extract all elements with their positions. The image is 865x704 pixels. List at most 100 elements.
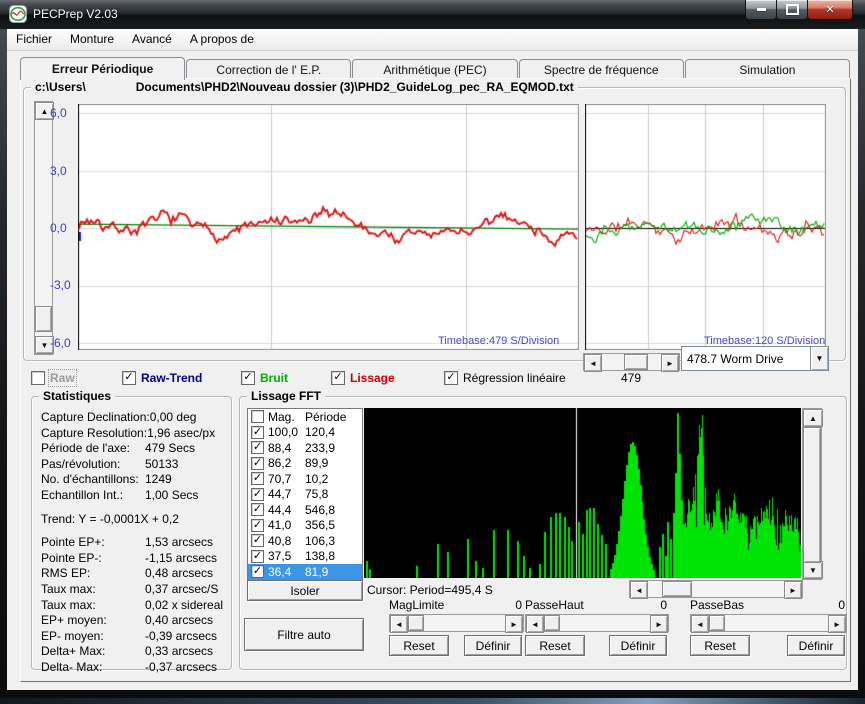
stats-label: Pas/révolution: bbox=[41, 456, 121, 471]
tab-simulation[interactable]: Simulation bbox=[684, 59, 851, 79]
scroll-right-button[interactable]: ► bbox=[650, 615, 668, 633]
menu-item-a-propos-de[interactable]: A propos de bbox=[189, 32, 254, 46]
title-bar[interactable]: PECPrep V2.03 ✕ bbox=[0, 0, 865, 29]
fft-row-checkbox[interactable]: ✓ bbox=[251, 518, 264, 532]
scroll-right-button[interactable]: ► bbox=[661, 354, 679, 372]
minimize-button[interactable] bbox=[745, 0, 777, 20]
fft-row-checkbox[interactable]: ✓ bbox=[251, 425, 264, 439]
maximize-button[interactable] bbox=[776, 0, 808, 20]
fft-list-row[interactable]: ✓ 100,0 120,4 bbox=[248, 425, 362, 441]
reset-button[interactable]: Reset bbox=[525, 635, 585, 656]
scroll-right-button[interactable]: ► bbox=[828, 615, 846, 633]
scroll-right-button[interactable]: ► bbox=[784, 581, 802, 599]
scrollbar-thumb[interactable] bbox=[661, 581, 692, 597]
filter-slider-passehaut[interactable]: ◄ ► bbox=[525, 614, 669, 633]
filter-slider-maglimite[interactable]: ◄ ► bbox=[389, 614, 524, 633]
select-all-checkbox[interactable] bbox=[251, 410, 264, 424]
fft-row-checkbox[interactable]: ✓ bbox=[251, 441, 264, 455]
reset-button[interactable]: Reset bbox=[389, 635, 449, 656]
scroll-left-button[interactable]: ◄ bbox=[691, 615, 709, 633]
checkbox-box[interactable]: ✓ bbox=[122, 370, 136, 385]
scrollbar-thumb[interactable] bbox=[35, 305, 52, 332]
isoler-button[interactable]: Isoler bbox=[247, 580, 363, 601]
timebase-scrollbar[interactable]: ◄ ► bbox=[583, 353, 680, 372]
stats-label: Période de l'axe: bbox=[41, 441, 131, 456]
fft-row-checkbox[interactable]: ✓ bbox=[251, 534, 264, 548]
scrollbar-thumb[interactable] bbox=[624, 354, 649, 370]
fft-list-row[interactable]: ✓ 36,4 81,9 bbox=[248, 564, 362, 580]
menu-item-fichier[interactable]: Fichier bbox=[16, 32, 53, 46]
scrollbar-track[interactable] bbox=[709, 615, 828, 631]
worm-drive-combobox[interactable]: 478.7 Worm Drive ▼ bbox=[681, 346, 829, 371]
close-button[interactable]: ✕ bbox=[807, 0, 853, 20]
stats-label: Pointe EP-: bbox=[41, 550, 102, 565]
tab-correction-de-l-e-p-[interactable]: Correction de l' E.P. bbox=[186, 59, 352, 79]
menu-bar: Fichier Monture Avancé A propos de bbox=[7, 29, 858, 51]
scroll-left-button[interactable]: ◄ bbox=[584, 354, 602, 372]
tab-arithm-tique-pec-[interactable]: Arithmétique (PEC) bbox=[352, 59, 518, 79]
tab-spectre-de-fr-quence[interactable]: Spectre de fréquence bbox=[518, 59, 684, 79]
fft-row-checkbox[interactable]: ✓ bbox=[251, 487, 264, 501]
scroll-left-button[interactable]: ◄ bbox=[630, 581, 648, 599]
statistics-groupbox: Statistiques Capture Declination: 0,00 de… bbox=[31, 389, 232, 674]
checkbox-box[interactable]: ✓ bbox=[331, 370, 345, 385]
scroll-down-button[interactable]: ▼ bbox=[35, 336, 54, 354]
scrollbar-track[interactable] bbox=[648, 581, 784, 597]
checkbox-lissage[interactable]: ✓ Lissage bbox=[331, 370, 395, 385]
definir-button[interactable]: Définir bbox=[464, 635, 522, 656]
reset-button[interactable]: Reset bbox=[690, 635, 750, 656]
scrollbar-track[interactable] bbox=[803, 427, 821, 563]
scrollbar-thumb[interactable] bbox=[408, 615, 424, 631]
scrollbar-thumb[interactable] bbox=[709, 615, 725, 631]
scroll-up-button[interactable]: ▲ bbox=[803, 409, 823, 427]
fft-row-checkbox[interactable]: ✓ bbox=[251, 503, 264, 517]
checkbox-box[interactable]: ✓ bbox=[444, 370, 458, 385]
scroll-right-button[interactable]: ► bbox=[505, 615, 523, 633]
scrollbar-track[interactable] bbox=[408, 615, 505, 631]
fft-spectrum-display[interactable] bbox=[364, 408, 801, 578]
fft-vertical-scrollbar[interactable]: ▲ ▼ bbox=[802, 408, 823, 580]
fft-list-row[interactable]: ✓ 44,4 546,8 bbox=[248, 502, 362, 518]
fft-row-checkbox[interactable]: ✓ bbox=[251, 472, 264, 486]
fft-row-mag: 40,8 bbox=[268, 533, 292, 548]
fft-row-checkbox[interactable]: ✓ bbox=[251, 565, 264, 579]
checkbox-box[interactable]: ✓ bbox=[241, 370, 255, 385]
filtre-auto-button[interactable]: Filtre auto bbox=[244, 618, 364, 651]
scrollbar-track[interactable] bbox=[35, 120, 52, 336]
checkbox-raw-trend[interactable]: ✓ Raw-Trend bbox=[122, 370, 202, 385]
checkbox-raw[interactable]: Raw bbox=[31, 368, 77, 387]
chevron-down-icon[interactable]: ▼ bbox=[810, 347, 828, 370]
fft-horizontal-scrollbar[interactable]: ◄ ► bbox=[629, 580, 803, 599]
checkbox-bruit[interactable]: ✓ Bruit bbox=[241, 370, 288, 385]
fft-list-row[interactable]: ✓ 86,2 89,9 bbox=[248, 456, 362, 472]
menu-item-monture[interactable]: Monture bbox=[70, 32, 115, 46]
chart-vertical-scrollbar[interactable]: ▲ ▼ bbox=[34, 101, 54, 355]
checkbox-r-gression-lin-aire[interactable]: ✓ Régression linéaire bbox=[444, 370, 566, 385]
fft-list-row[interactable]: ✓ 40,8 106,3 bbox=[248, 533, 362, 549]
menu-item-avancé[interactable]: Avancé bbox=[132, 32, 172, 46]
fft-list-row[interactable]: ✓ 70,7 10,2 bbox=[248, 471, 362, 487]
fft-row-checkbox[interactable]: ✓ bbox=[251, 456, 264, 470]
scroll-down-button[interactable]: ▼ bbox=[803, 561, 823, 579]
scroll-up-button[interactable]: ▲ bbox=[35, 102, 54, 120]
scrollbar-thumb[interactable] bbox=[544, 615, 560, 631]
scrollbar-thumb[interactable] bbox=[803, 427, 821, 563]
filter-value: 0 bbox=[515, 598, 522, 612]
definir-button[interactable]: Définir bbox=[787, 635, 845, 656]
fft-row-checkbox[interactable]: ✓ bbox=[251, 549, 264, 563]
fft-list-row[interactable]: ✓ 44,7 75,8 bbox=[248, 487, 362, 503]
scrollbar-track[interactable] bbox=[544, 615, 650, 631]
scroll-left-button[interactable]: ◄ bbox=[390, 615, 408, 633]
checkbox-box[interactable] bbox=[31, 370, 45, 385]
stats-row: Pas/révolution: 50133 bbox=[41, 457, 227, 473]
fft-list-row[interactable]: ✓ 88,4 233,9 bbox=[248, 440, 362, 456]
stats-row: Capture Declination: 0,00 deg bbox=[41, 410, 227, 426]
fft-list-row[interactable]: ✓ 41,0 356,5 bbox=[248, 518, 362, 534]
tab-erreur-p-riodique[interactable]: Erreur Périodique bbox=[20, 57, 186, 80]
scroll-left-button[interactable]: ◄ bbox=[526, 615, 544, 633]
scrollbar-track[interactable] bbox=[602, 354, 661, 370]
filter-slider-passebas[interactable]: ◄ ► bbox=[690, 614, 847, 633]
fft-list-row[interactable]: ✓ 37,5 138,8 bbox=[248, 549, 362, 565]
fft-frequency-list[interactable]: Mag. Période ✓ 100,0 120,4 ✓ 88,4 233,9 ✓ 86,2 89,… bbox=[247, 408, 363, 581]
definir-button[interactable]: Définir bbox=[609, 635, 667, 656]
